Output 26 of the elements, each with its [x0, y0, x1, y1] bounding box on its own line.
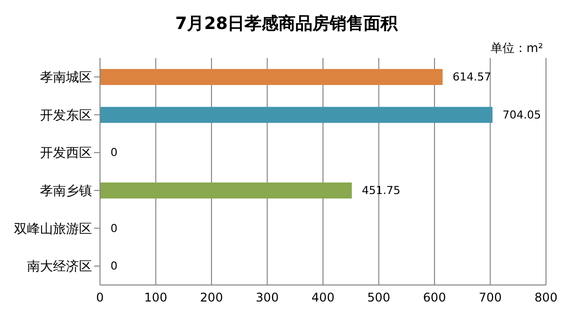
data-label: 0 [110, 222, 118, 235]
y-tick-label: 孝南城区 [40, 70, 92, 86]
x-tick-label: 600 [423, 290, 446, 305]
data-label: 704.05 [502, 108, 542, 122]
data-label: 614.57 [452, 70, 492, 84]
x-tick-label: 300 [256, 290, 279, 305]
x-tick-label: 500 [367, 290, 390, 305]
text: 单位：m² [490, 40, 543, 57]
bar [100, 106, 493, 123]
data-label: 451.75 [362, 184, 400, 197]
x-tick-label: 400 [312, 290, 334, 305]
x-tick-label: 700 [478, 290, 502, 305]
y-tick-label: 孝南乡镇 [40, 184, 92, 200]
y-tick-label: 南大经济区 [27, 260, 92, 275]
data-label: 0 [110, 260, 118, 273]
x-tick-label: 100 [144, 290, 168, 305]
x-tick-label: 800 [534, 290, 558, 305]
chart-title: 7月28日孝感商品房销售面积 [174, 13, 399, 35]
y-tick-label: 开发东区 [40, 108, 92, 124]
y-tick-label: 双峰山旅游区 [14, 222, 92, 237]
data-label: 0 [110, 146, 118, 160]
bar [100, 182, 352, 198]
x-tick-label: 0 [96, 290, 104, 305]
bar [100, 69, 443, 85]
x-tick-label: 200 [200, 290, 223, 305]
y-tick-label: 开发西区 [40, 146, 92, 162]
